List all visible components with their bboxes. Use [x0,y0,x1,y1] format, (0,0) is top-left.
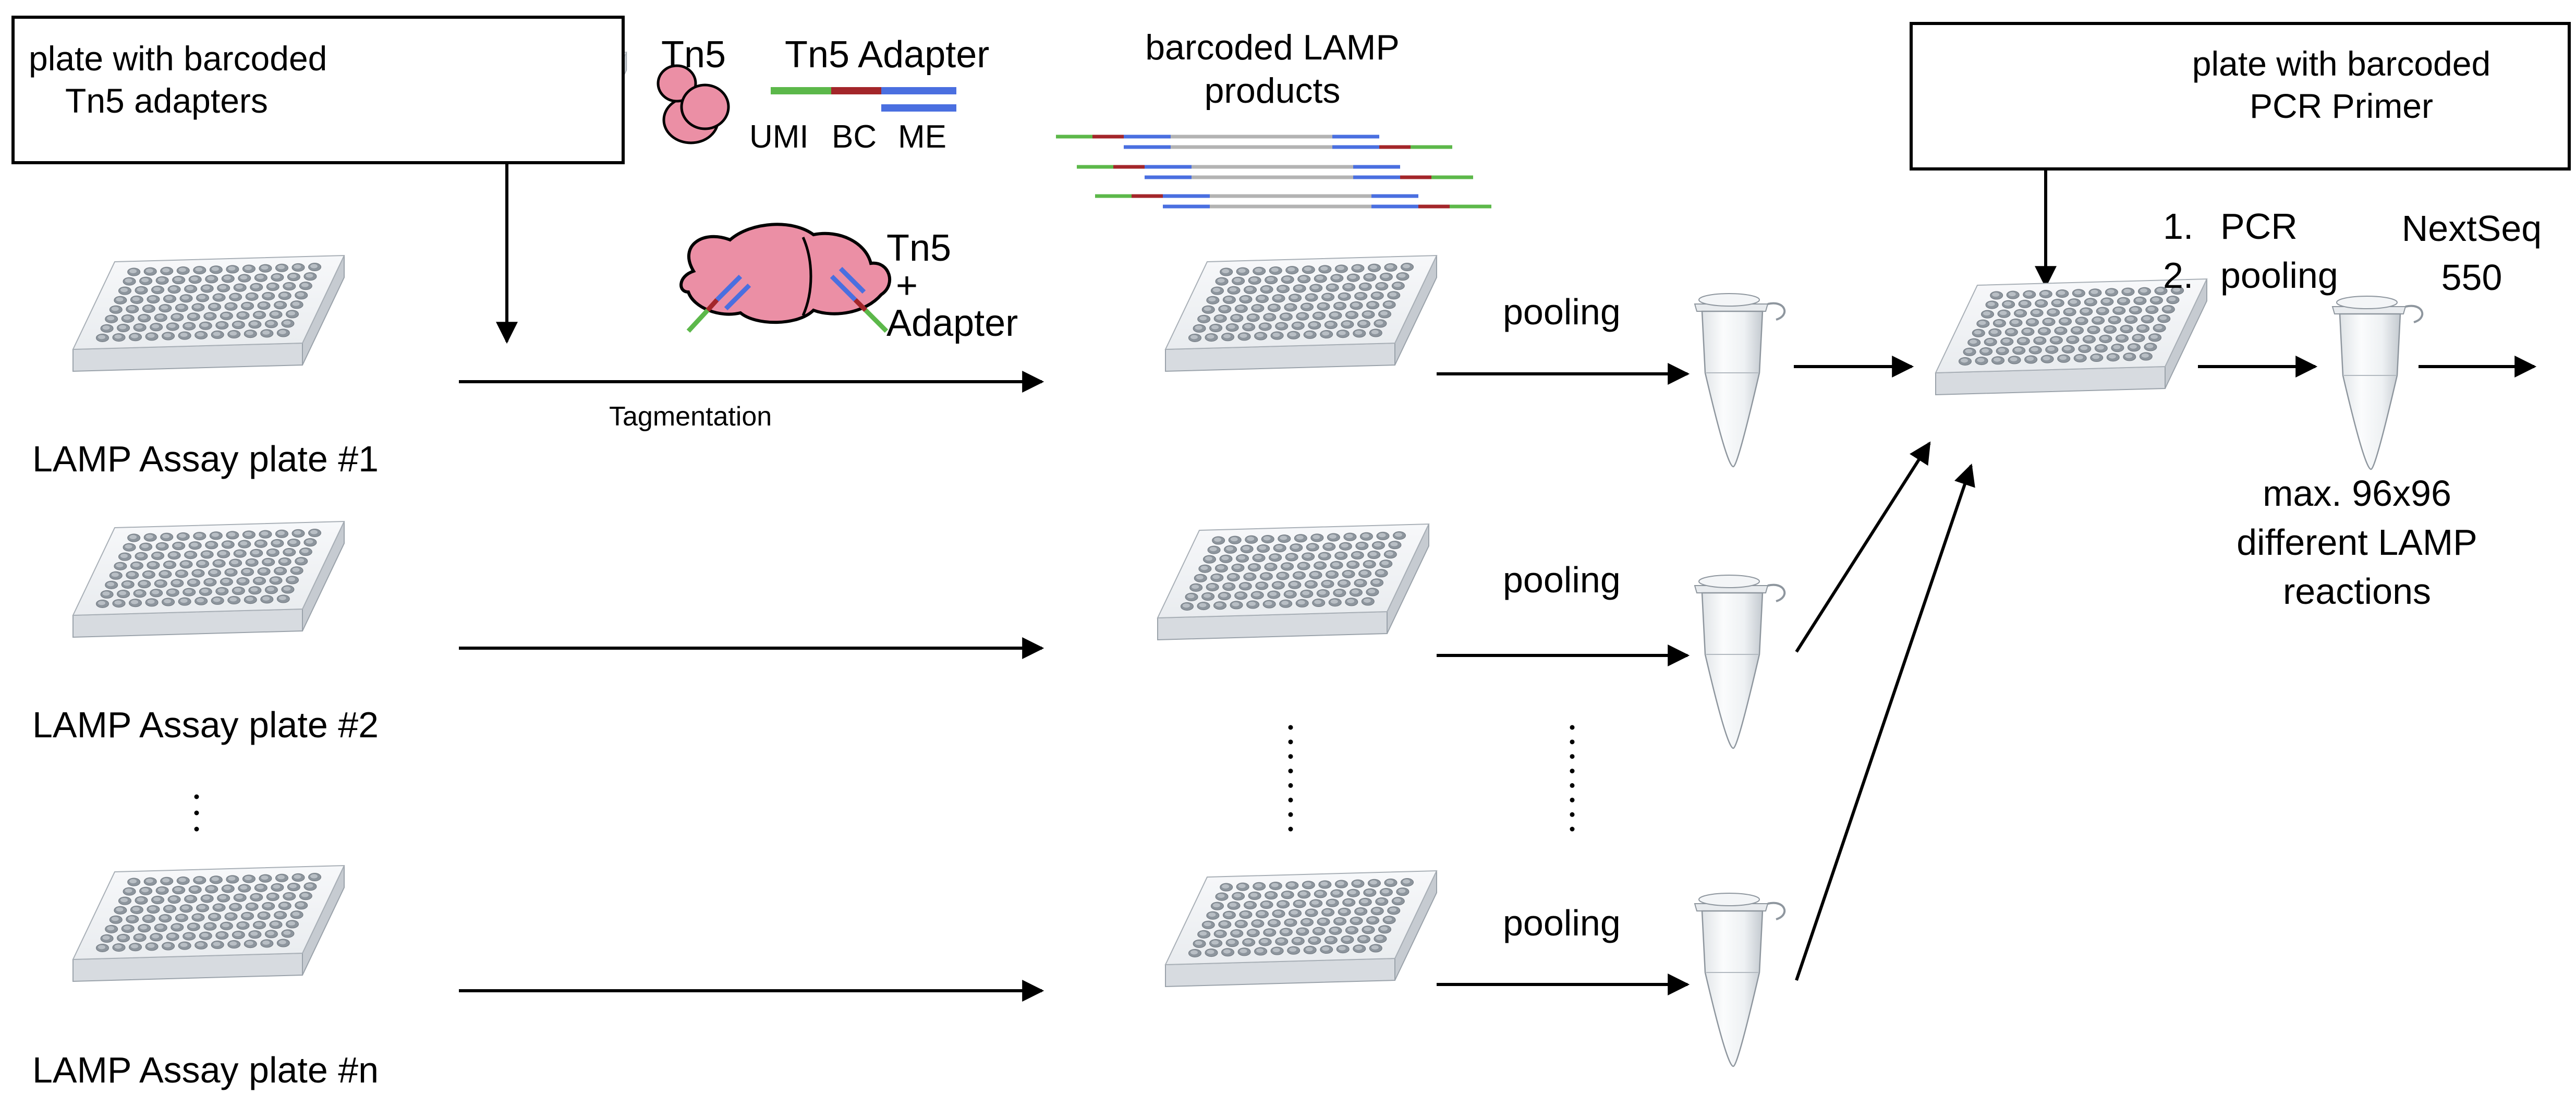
pooling-label-row2: pooling [1503,560,1621,600]
primer-box-label-line2: PCR Primer [2249,86,2433,125]
tn5-adapter-complex-icon [679,223,892,333]
arrow-tuben-to-pcr [1795,464,1975,981]
plate-icon-lamp-1 [1164,254,1438,372]
plate-icon-lamp-2 [1157,523,1430,641]
tube-icon-final-pool [2331,296,2424,470]
arrow-tube2-to-pcr [1795,441,1931,653]
assay-plate-1-label: LAMP Assay plate #1 [32,439,379,479]
ellipsis-dot [1288,826,1293,832]
ellipsis-dot [1570,826,1575,832]
plate-icon-assay-1 [72,254,345,372]
adapter-box-label: plate with barcoded Tn5 adapters [29,38,327,121]
tn5-adapter-title: Tn5 Adapter [785,34,990,76]
lamp-products-label: barcoded LAMP products [1100,26,1444,113]
plates-layer [72,52,2208,988]
ellipsis-dot [1570,812,1575,817]
tube-icon-pool-2 [1694,575,1786,749]
ellipsis-dot [1288,812,1293,817]
lamp-products-label-line1: barcoded LAMP [1145,28,1400,67]
adapter-plate-box [11,16,625,164]
ellipsis-dot [1570,739,1575,745]
tube-icon-pool-1 [1694,293,1786,468]
capacity-label-line1: max. 96x96 [2263,473,2451,514]
ellipsis-dot [1288,769,1293,774]
ellipsis-dot [1288,754,1293,759]
ellipsis-dot [1288,725,1293,730]
adapter-segment-bc: BC [832,119,877,155]
sequencer-label-line1: NextSeq [2401,208,2542,249]
sequencer-label-line2: 550 [2441,257,2502,298]
lamp-products-label-line2: products [1204,70,1341,111]
step-2: 2. pooling [2163,251,2338,300]
tn5-complex-label-line3: Adapter [886,302,1018,344]
lamp-product-molecules [1056,135,1491,209]
vertical-ellipsis-pool [1570,725,1575,832]
ellipsis-dot [1570,797,1575,802]
plate-icon-assay-n [72,865,345,982]
lamp-product-3 [1095,194,1491,209]
capacity-label-line3: reactions [2282,570,2432,612]
tubes-layer [1694,293,2424,1067]
pooling-label-row1: pooling [1503,291,1621,332]
ellipsis-dot [194,794,199,799]
tn5-complex-label-line2: + [896,265,918,307]
step-1: 1. PCR [2163,202,2338,251]
ellipsis-dot [1570,769,1575,774]
adapter-legend-icon [771,87,956,112]
ellipsis-marks [194,725,1575,832]
tn5-protein-icon [657,64,730,144]
plate-icon-lamp-n [1164,870,1438,988]
arrows [459,162,2537,1002]
step-1-text: PCR [2220,206,2298,247]
ellipsis-dot [1570,725,1575,730]
vertical-ellipsis-lamp [1288,725,1293,832]
adapter-box-label-line1: plate with barcoded [29,39,327,78]
step-2-text: pooling [2220,254,2338,296]
capacity-label-line2: different LAMP [2237,521,2477,563]
ellipsis-dot [1288,783,1293,788]
primer-plate-box [1910,22,2571,171]
ellipsis-dot [1288,739,1293,745]
lamp-product-2 [1077,165,1473,179]
primer-box-label: plate with barcoded PCR Primer [2128,43,2555,127]
plate-icon-pcr [1935,278,2208,396]
tn5-label: Tn5 [661,34,726,76]
vertical-ellipsis-plates [194,794,199,832]
ellipsis-dot [194,810,199,816]
tn5-complex-label-line1: Tn5 [886,227,952,269]
ellipsis-dot [1288,797,1293,802]
plate-icon-assay-2 [72,520,345,638]
assay-plate-n-label: LAMP Assay plate #n [32,1050,379,1090]
capacity-label: max. 96x96 different LAMP reactions [2122,469,2576,616]
ellipsis-dot [194,826,199,832]
pooling-label-rown: pooling [1503,903,1621,943]
adapter-segment-me: ME [898,119,946,155]
sequencer-label: NextSeq 550 [2378,204,2566,302]
primer-box-label-line1: plate with barcoded [2192,44,2491,83]
assay-plate-2-label: LAMP Assay plate #2 [32,704,379,745]
lamp-product-1 [1056,135,1452,149]
ellipsis-dot [1570,754,1575,759]
step-1-number: 1. [2163,206,2194,247]
tube-icon-pool-n [1694,893,1786,1067]
step-2-number: 2. [2163,254,2194,296]
tagmentation-label: Tagmentation [609,402,772,432]
ellipsis-dot [1570,783,1575,788]
adapter-box-label-line2: Tn5 adapters [65,81,268,120]
tn5-complex-label: Tn5 + Adapter [886,229,1018,342]
adapter-segment-umi: UMI [749,119,809,155]
steps-list: 1. PCR 2. pooling [2163,202,2338,300]
